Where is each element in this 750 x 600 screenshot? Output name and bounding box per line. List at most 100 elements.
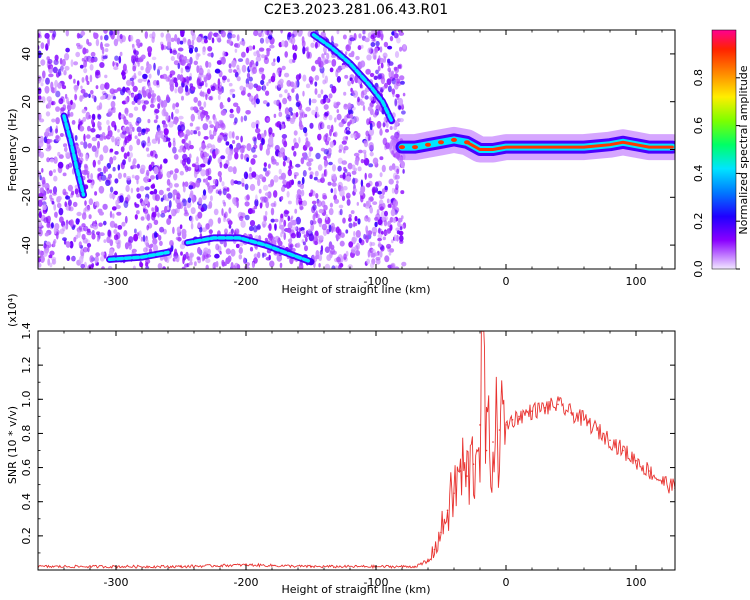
noise-speckle bbox=[50, 86, 55, 93]
noise-speckle bbox=[379, 172, 383, 178]
noise-speckle bbox=[266, 117, 271, 122]
noise-speckle bbox=[298, 261, 303, 268]
noise-speckle bbox=[176, 37, 181, 45]
feature-mid bbox=[185, 236, 313, 264]
noise-speckle bbox=[274, 223, 277, 231]
noise-speckle bbox=[348, 217, 352, 222]
noise-speckle bbox=[46, 56, 50, 61]
noise-speckle bbox=[134, 228, 137, 234]
noise-speckle bbox=[325, 214, 329, 221]
noise-speckle bbox=[111, 206, 117, 211]
snr-data-point bbox=[459, 470, 462, 472]
noise-speckle bbox=[231, 34, 236, 39]
noise-speckle bbox=[185, 66, 191, 73]
noise-speckle bbox=[215, 243, 220, 251]
noise-speckle bbox=[317, 164, 323, 171]
x-tick-label: -300 bbox=[104, 576, 129, 589]
noise-speckle bbox=[274, 218, 279, 223]
noise-speckle bbox=[109, 148, 114, 153]
noise-speckle bbox=[322, 193, 327, 198]
noise-speckle bbox=[308, 146, 314, 152]
noise-speckle bbox=[88, 214, 92, 220]
noise-speckle bbox=[298, 116, 302, 122]
noise-speckle bbox=[295, 216, 301, 225]
snr-data-point bbox=[609, 439, 611, 442]
noise-speckle bbox=[326, 52, 330, 60]
noise-speckle bbox=[59, 228, 65, 235]
noise-speckle bbox=[111, 109, 116, 113]
noise-speckle bbox=[239, 40, 245, 45]
noise-speckle bbox=[47, 64, 51, 70]
noise-speckle bbox=[119, 195, 124, 203]
noise-speckle bbox=[359, 101, 365, 106]
noise-speckle bbox=[217, 217, 221, 224]
noise-speckle bbox=[64, 53, 70, 61]
noise-speckle bbox=[144, 186, 150, 191]
noise-speckle bbox=[100, 35, 103, 41]
noise-speckle bbox=[336, 113, 342, 121]
noise-speckle bbox=[290, 232, 296, 239]
noise-speckle bbox=[338, 144, 344, 151]
noise-speckle bbox=[189, 83, 194, 88]
noise-speckle bbox=[372, 188, 375, 196]
noise-speckle bbox=[368, 173, 373, 179]
noise-speckle bbox=[78, 241, 82, 248]
noise-speckle bbox=[245, 262, 250, 267]
noise-speckle bbox=[59, 57, 63, 65]
noise-speckle bbox=[396, 230, 400, 235]
noise-speckle bbox=[353, 152, 360, 157]
noise-speckle bbox=[146, 169, 150, 177]
noise-speckle bbox=[209, 124, 215, 129]
noise-speckle bbox=[102, 203, 108, 210]
feature-core bbox=[465, 140, 674, 151]
y-tick-label: 1.2 bbox=[20, 356, 33, 374]
noise-speckle bbox=[90, 90, 94, 95]
noise-speckle bbox=[223, 163, 229, 169]
noise-speckle bbox=[238, 247, 243, 254]
noise-speckle bbox=[140, 236, 144, 242]
noise-speckle bbox=[146, 153, 151, 158]
noise-speckle bbox=[302, 200, 308, 207]
noise-speckle bbox=[52, 186, 58, 195]
noise-speckle bbox=[205, 82, 208, 88]
noise-speckle bbox=[234, 152, 239, 160]
noise-speckle bbox=[292, 226, 298, 231]
noise-speckle bbox=[306, 161, 312, 167]
noise-speckle bbox=[220, 109, 227, 116]
noise-speckle bbox=[266, 47, 271, 52]
noise-speckle bbox=[270, 202, 276, 207]
noise-speckle bbox=[294, 80, 298, 88]
noise-speckle bbox=[251, 121, 256, 129]
noise-speckle bbox=[251, 98, 256, 105]
noise-speckle bbox=[104, 83, 108, 88]
noise-speckle bbox=[229, 108, 234, 114]
noise-speckle bbox=[387, 67, 392, 73]
noise-speckle bbox=[69, 240, 74, 249]
noise-speckle bbox=[246, 72, 251, 79]
noise-speckle bbox=[215, 260, 219, 268]
noise-speckle bbox=[396, 37, 401, 44]
noise-speckle bbox=[203, 251, 207, 256]
noise-speckle bbox=[377, 237, 382, 242]
noise-speckle bbox=[79, 95, 83, 102]
noise-speckle bbox=[217, 78, 221, 86]
noise-speckle bbox=[227, 220, 233, 226]
y-tick-label: 0.6 bbox=[20, 459, 33, 477]
noise-speckle bbox=[54, 79, 58, 88]
noise-speckle bbox=[270, 218, 275, 223]
noise-speckle bbox=[87, 143, 92, 149]
noise-speckle bbox=[314, 234, 317, 242]
noise-speckle bbox=[256, 50, 260, 55]
noise-speckle bbox=[258, 174, 264, 180]
noise-speckle bbox=[239, 242, 244, 247]
noise-speckle bbox=[173, 173, 178, 181]
noise-speckle bbox=[385, 142, 390, 150]
noise-speckle bbox=[136, 210, 140, 215]
noise-speckle bbox=[106, 162, 112, 169]
noise-speckle bbox=[314, 75, 320, 81]
noise-speckle bbox=[131, 43, 135, 48]
noise-speckle bbox=[81, 212, 87, 220]
noise-speckle bbox=[382, 86, 386, 90]
noise-speckle bbox=[222, 188, 227, 196]
